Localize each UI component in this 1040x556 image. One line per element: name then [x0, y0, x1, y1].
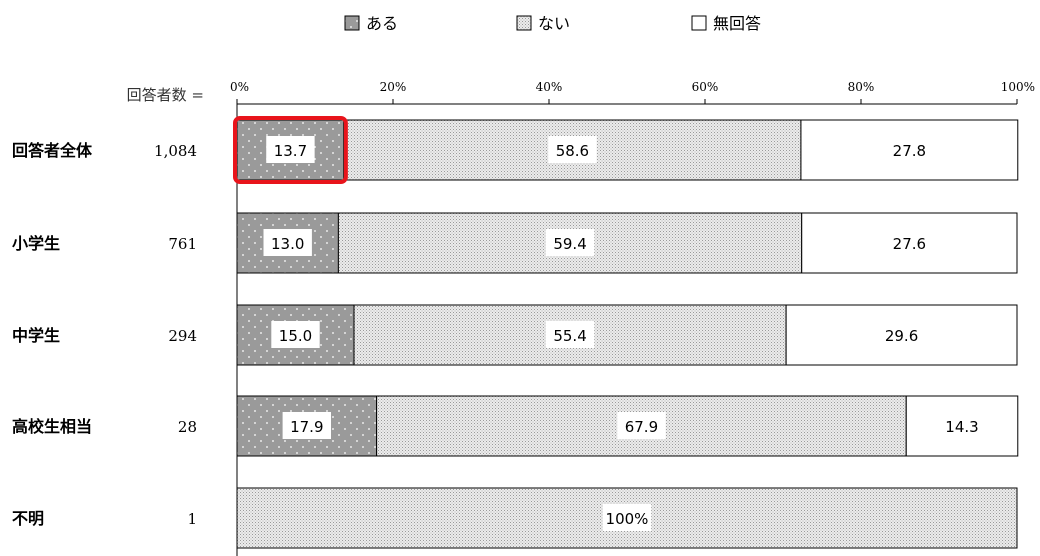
legend: ある ない 無回答: [344, 14, 761, 33]
category-label: 中学生: [12, 326, 60, 345]
legend-swatch-aru: [344, 15, 360, 31]
x-tick-label: 0%: [230, 80, 249, 94]
data-label-box: [282, 412, 332, 439]
data-label: 17.9: [290, 418, 323, 436]
data-label-box: [266, 136, 315, 163]
highlight-layer: [233, 116, 348, 184]
respondent-count: 761: [168, 235, 197, 253]
data-label: 15.0: [279, 327, 312, 345]
x-tick-label: 40%: [536, 80, 563, 94]
respondent-count: 28: [178, 418, 197, 436]
category-labels: 回答者数 = 回答者全体 1,084 小学生 761 中学生 294 高校生相当 28 不明 1: [12, 86, 204, 528]
data-label-box: [602, 504, 652, 531]
data-label: 13.7: [274, 142, 307, 160]
data-label-box: [937, 412, 987, 439]
data-label: 58.6: [556, 142, 589, 160]
highlight-box: [233, 116, 348, 184]
bar-segment: [337, 212, 803, 274]
legend-label: ある: [366, 14, 398, 33]
data-label: 27.6: [893, 235, 926, 253]
data-label-box: [263, 229, 312, 256]
data-label: 55.4: [553, 327, 586, 345]
data-label: 29.6: [885, 327, 918, 345]
data-label: 27.8: [893, 142, 926, 160]
x-tick-label: 100%: [1001, 80, 1035, 94]
respondent-count: 1: [187, 510, 197, 528]
bar-segment: [800, 119, 1019, 181]
category-label: 小学生: [12, 234, 60, 253]
legend-swatch-mukaito: [691, 15, 707, 31]
legend-swatch-nai: [516, 15, 532, 31]
bar-area: 13.7 58.6 27.8 13.0 59.4 27.6 15.0 55.4 29.6 17.9…: [236, 119, 1019, 549]
respondent-count: 1,084: [154, 142, 197, 160]
category-label: 高校生相当: [12, 417, 92, 436]
legend-label: ない: [538, 14, 570, 33]
data-label: 59.4: [553, 235, 586, 253]
category-label: 不明: [12, 509, 44, 528]
category-label: 回答者全体: [12, 141, 93, 160]
data-label-box: [545, 321, 595, 348]
data-label-box: [548, 136, 597, 163]
data-label-box: [617, 412, 666, 439]
x-tick-label: 80%: [848, 80, 875, 94]
data-label-box: [271, 321, 320, 348]
data-label: 100%: [606, 510, 649, 528]
respondents-header: 回答者数 =: [127, 86, 204, 104]
legend-label: 無回答: [713, 14, 761, 33]
data-label-box: [885, 229, 934, 256]
data-label: 67.9: [625, 418, 658, 436]
data-label: 14.3: [945, 418, 978, 436]
data-label-box: [877, 321, 926, 348]
x-tick-label: 20%: [380, 80, 407, 94]
data-label-box: [545, 229, 595, 256]
data-label: 13.0: [271, 235, 304, 253]
respondent-count: 294: [168, 327, 197, 345]
x-tick-label: 60%: [692, 80, 719, 94]
data-label-box: [885, 136, 934, 163]
